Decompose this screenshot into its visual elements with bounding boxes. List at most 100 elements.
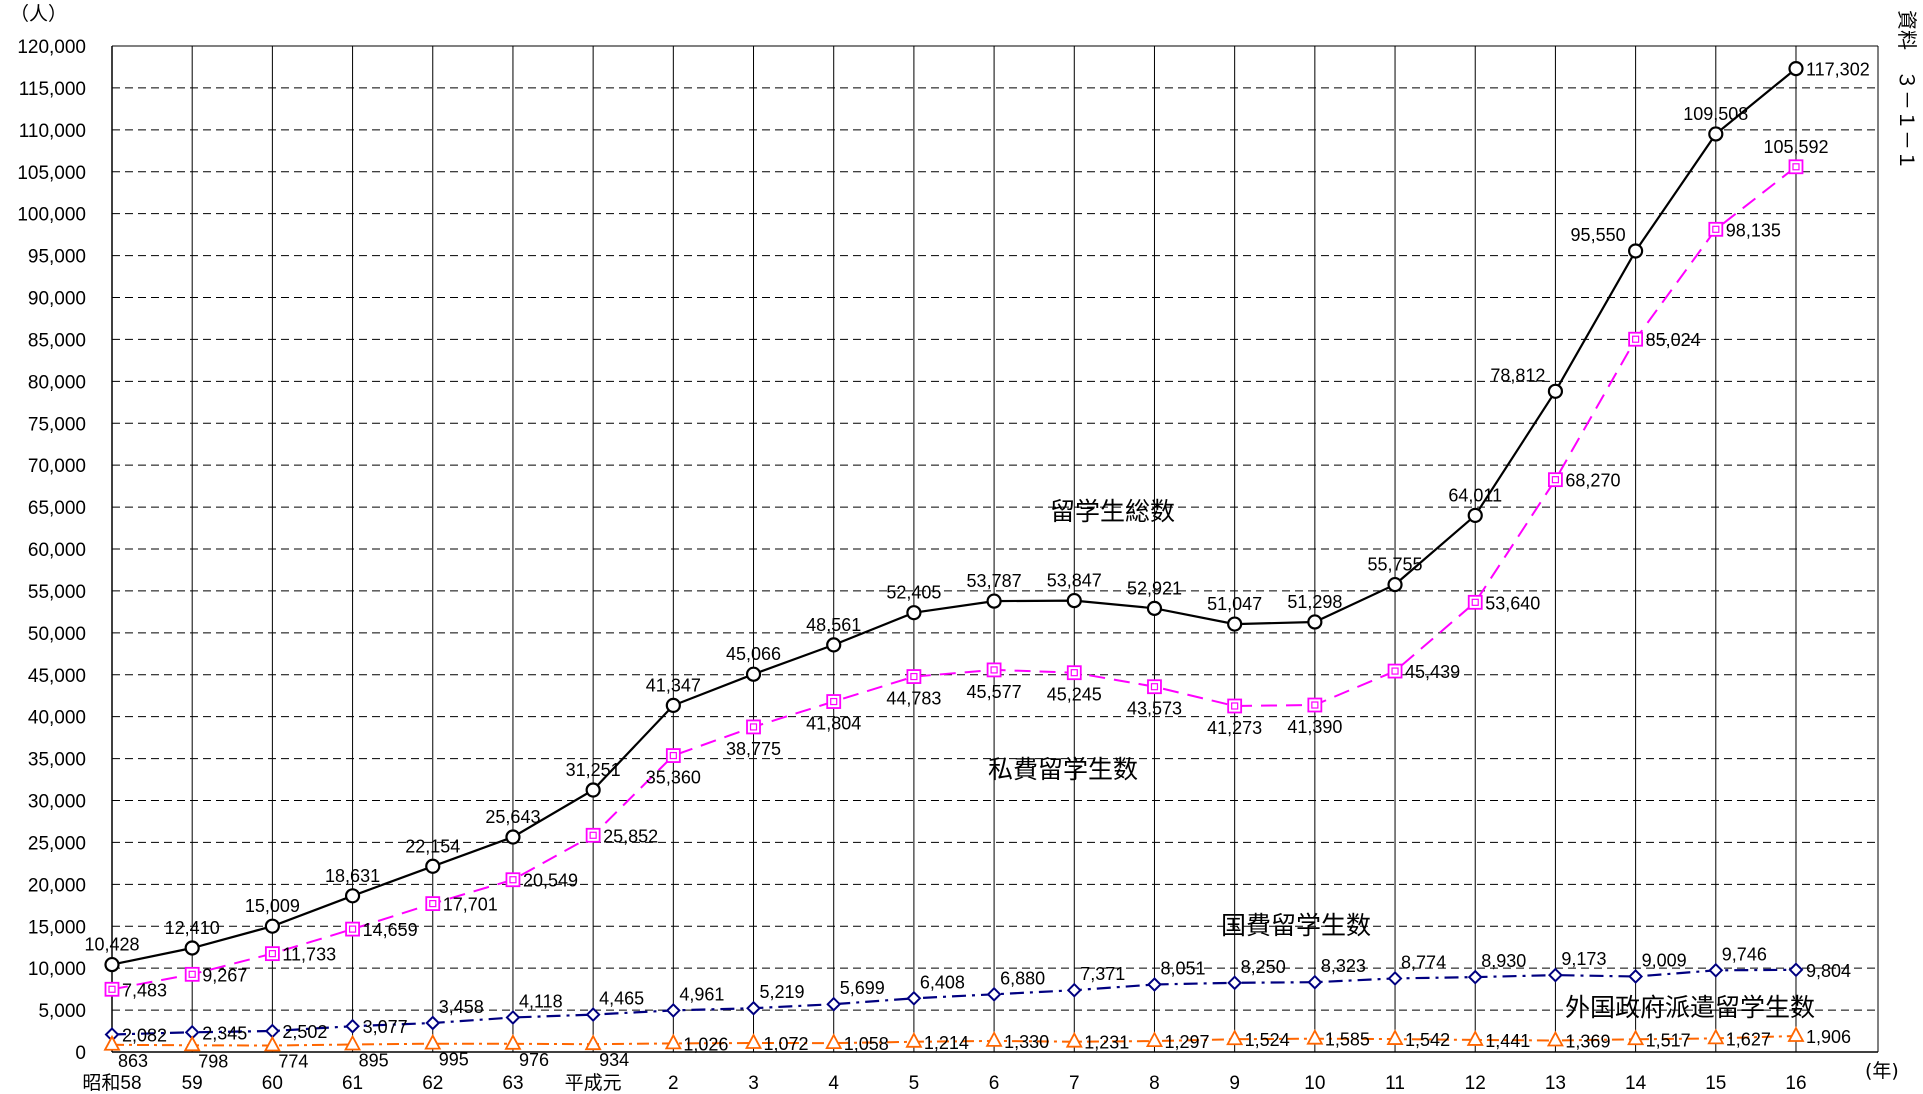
data-point bbox=[103, 1034, 121, 1051]
data-label: 1,585 bbox=[1325, 1030, 1370, 1050]
data-point bbox=[1628, 331, 1644, 347]
data-point bbox=[1628, 969, 1644, 984]
data-label: 98,135 bbox=[1726, 220, 1781, 240]
data-point-inner bbox=[910, 672, 918, 681]
y-axis-unit: （人） bbox=[10, 3, 67, 25]
data-point bbox=[1065, 1031, 1083, 1048]
data-label: 6,408 bbox=[920, 972, 965, 992]
data-point bbox=[1387, 576, 1403, 593]
series-line bbox=[111, 166, 1797, 991]
data-label: 1,026 bbox=[683, 1034, 728, 1054]
x-tick-label: 16 bbox=[1785, 1073, 1806, 1094]
x-tick-label: 11 bbox=[1385, 1073, 1405, 1094]
data-label: 41,273 bbox=[1207, 718, 1262, 738]
data-label: 3,077 bbox=[363, 1017, 408, 1037]
x-tick-label: 8 bbox=[1149, 1073, 1160, 1094]
data-label: 41,804 bbox=[806, 714, 861, 734]
data-point bbox=[1627, 1029, 1645, 1046]
data-point-inner bbox=[509, 876, 517, 884]
data-label: 8,774 bbox=[1401, 952, 1446, 972]
data-label: 1,214 bbox=[924, 1033, 969, 1053]
data-point bbox=[1145, 1031, 1163, 1048]
data-label: 109,508 bbox=[1683, 104, 1748, 124]
data-point bbox=[985, 1030, 1003, 1047]
data-point bbox=[665, 748, 681, 763]
data-label: 5,699 bbox=[840, 978, 885, 998]
data-point bbox=[906, 669, 922, 684]
series-group bbox=[103, 61, 1805, 1052]
data-label: 5,219 bbox=[760, 982, 805, 1002]
data-point bbox=[1066, 665, 1082, 681]
data-point bbox=[986, 986, 1002, 1002]
data-point-inner bbox=[268, 950, 276, 958]
data-label: 44,783 bbox=[886, 689, 941, 709]
x-tick-label: 59 bbox=[182, 1073, 203, 1094]
data-point-inner bbox=[1551, 476, 1560, 484]
data-label: 9,009 bbox=[1642, 950, 1687, 970]
x-tick-label: 60 bbox=[262, 1073, 283, 1094]
y-tick-label: 5,000 bbox=[38, 1001, 86, 1022]
data-point bbox=[184, 966, 200, 982]
data-point bbox=[184, 940, 200, 956]
data-point bbox=[746, 1000, 761, 1016]
data-point bbox=[264, 918, 280, 934]
data-point bbox=[505, 1010, 521, 1025]
series-2 bbox=[104, 962, 1804, 1042]
data-point bbox=[425, 1015, 441, 1031]
data-point-inner bbox=[429, 900, 437, 908]
data-label: 45,439 bbox=[1405, 662, 1460, 682]
data-label: 7,371 bbox=[1080, 964, 1125, 984]
data-point bbox=[1707, 1028, 1725, 1045]
data-point-inner bbox=[1632, 335, 1640, 343]
data-label: 934 bbox=[599, 1050, 629, 1070]
data-point bbox=[424, 1033, 442, 1050]
data-point-inner bbox=[749, 723, 758, 731]
data-point bbox=[1548, 967, 1563, 983]
data-point bbox=[905, 1031, 923, 1048]
x-tick-label: 61 bbox=[342, 1073, 363, 1094]
y-tick-label: 45,000 bbox=[28, 666, 86, 687]
data-point bbox=[826, 637, 842, 653]
y-tick-label: 75,000 bbox=[28, 414, 86, 435]
data-label: 41,347 bbox=[646, 675, 701, 695]
series-name-government: 国費留学生数 bbox=[1221, 911, 1371, 940]
data-point bbox=[1466, 1030, 1484, 1046]
series-name-total: 留学生総数 bbox=[1050, 497, 1175, 526]
data-point bbox=[825, 1033, 843, 1050]
data-label: 1,058 bbox=[844, 1034, 889, 1054]
data-point bbox=[425, 858, 441, 874]
data-point bbox=[906, 605, 922, 621]
y-tick-label: 15,000 bbox=[28, 917, 86, 938]
data-label: 9,267 bbox=[202, 965, 247, 985]
y-tick-label: 65,000 bbox=[28, 498, 86, 519]
data-point bbox=[585, 827, 601, 843]
data-label: 85,024 bbox=[1646, 330, 1701, 350]
data-point bbox=[1467, 507, 1483, 523]
data-point-inner bbox=[1712, 225, 1720, 233]
x-tick-label: 13 bbox=[1545, 1073, 1566, 1094]
data-label: 53,787 bbox=[967, 571, 1022, 591]
data-label: 25,852 bbox=[603, 826, 658, 846]
data-point-inner bbox=[188, 970, 196, 978]
data-point-inner bbox=[1231, 702, 1239, 710]
data-point bbox=[986, 593, 1002, 609]
x-tick-label: 12 bbox=[1465, 1073, 1486, 1094]
data-label: 1,297 bbox=[1164, 1032, 1209, 1052]
data-point-inner bbox=[1070, 669, 1078, 677]
series-1 bbox=[104, 159, 1804, 997]
data-label: 18,631 bbox=[325, 866, 380, 886]
data-label: 1,517 bbox=[1646, 1030, 1691, 1050]
data-point bbox=[1387, 663, 1403, 679]
data-point bbox=[745, 666, 762, 682]
data-label: 55,755 bbox=[1368, 555, 1423, 575]
data-point-inner bbox=[108, 985, 116, 993]
data-label: 78,812 bbox=[1490, 365, 1545, 385]
data-label: 53,847 bbox=[1047, 571, 1102, 591]
data-point-inner bbox=[1792, 163, 1800, 171]
data-point bbox=[1467, 969, 1483, 985]
data-label: 1,369 bbox=[1565, 1032, 1610, 1052]
x-tick-label: 3 bbox=[748, 1073, 759, 1094]
data-point bbox=[344, 1034, 362, 1051]
data-point bbox=[505, 872, 521, 888]
